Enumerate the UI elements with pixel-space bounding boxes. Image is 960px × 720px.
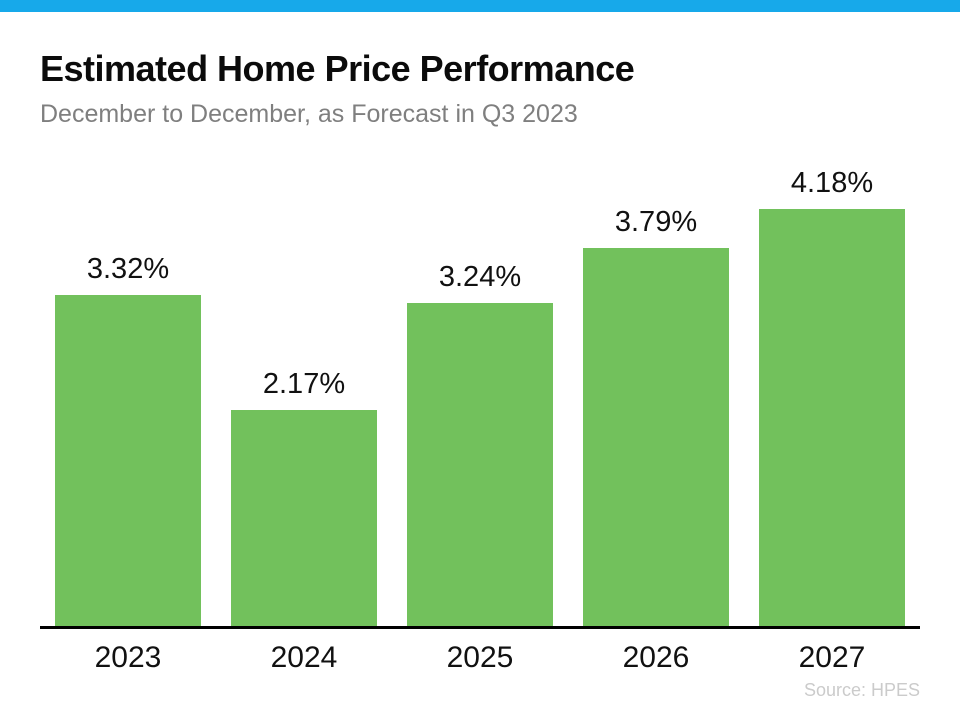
bar-chart: 3.32% 2.17% 3.24% 3.79% 4.18% <box>40 147 920 627</box>
bar-2023 <box>55 295 201 627</box>
x-axis-labels: 2023 2024 2025 2026 2027 <box>40 641 920 675</box>
bar-slot-2023: 3.32% <box>40 147 216 627</box>
x-tick-label-2024: 2024 <box>270 641 338 674</box>
bar-slot-2025: 3.24% <box>392 147 568 627</box>
bar-slot-2024: 2.17% <box>216 147 392 627</box>
x-tick-label-2025: 2025 <box>446 641 514 674</box>
bar-slot-2026: 3.79% <box>568 147 744 627</box>
chart-subtitle: December to December, as Forecast in Q3 … <box>40 100 578 128</box>
x-tick-label-2026: 2026 <box>622 641 690 674</box>
value-label-2023: 3.32% <box>86 253 170 286</box>
bar-2025 <box>407 303 553 627</box>
value-label-2024: 2.17% <box>262 368 346 401</box>
chart-title: Estimated Home Price Performance <box>40 48 635 89</box>
bar-2027 <box>759 209 905 627</box>
bar-slot-2027: 4.18% <box>744 147 920 627</box>
source-credit: Source: HPES <box>803 680 920 700</box>
x-tick-label-2027: 2027 <box>798 641 866 674</box>
top-accent-bar <box>0 0 960 12</box>
x-axis-line <box>40 626 920 629</box>
bar-2026 <box>583 248 729 627</box>
value-label-2026: 3.79% <box>614 206 698 239</box>
value-label-2027: 4.18% <box>790 167 874 200</box>
value-label-2025: 3.24% <box>438 261 522 294</box>
x-tick-label-2023: 2023 <box>94 641 162 674</box>
bar-2024 <box>231 410 377 627</box>
